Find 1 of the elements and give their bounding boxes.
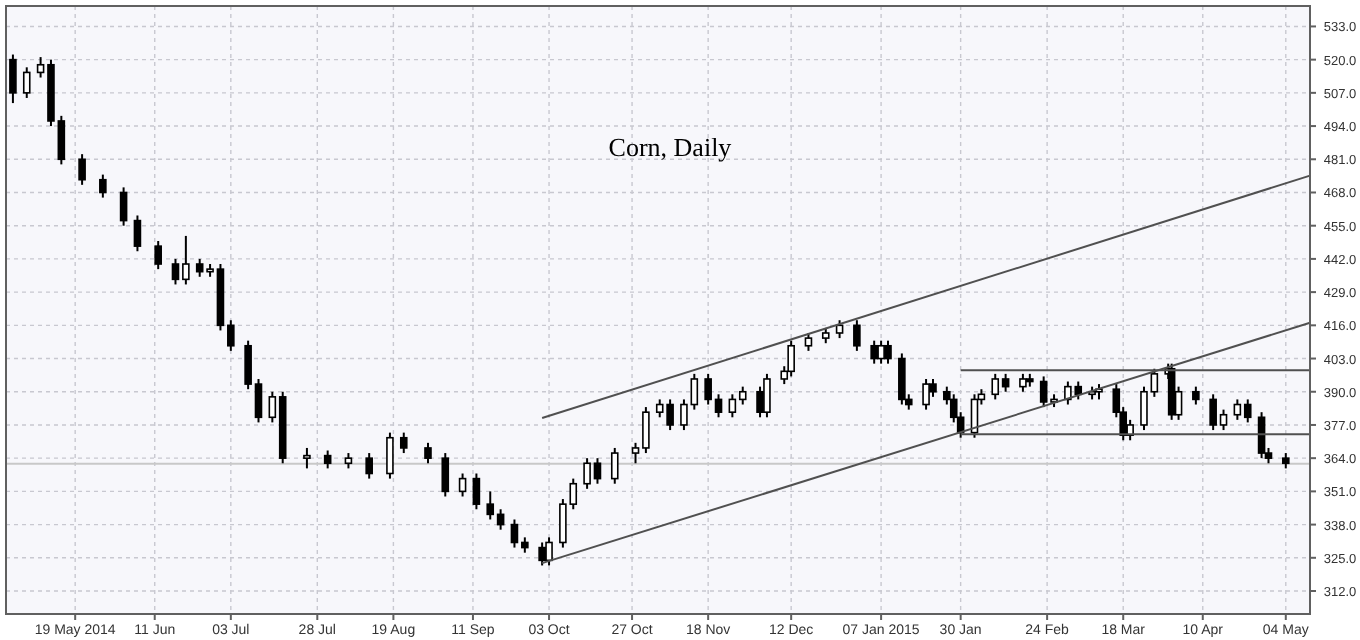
text: Corn, Daily (608, 132, 733, 162)
